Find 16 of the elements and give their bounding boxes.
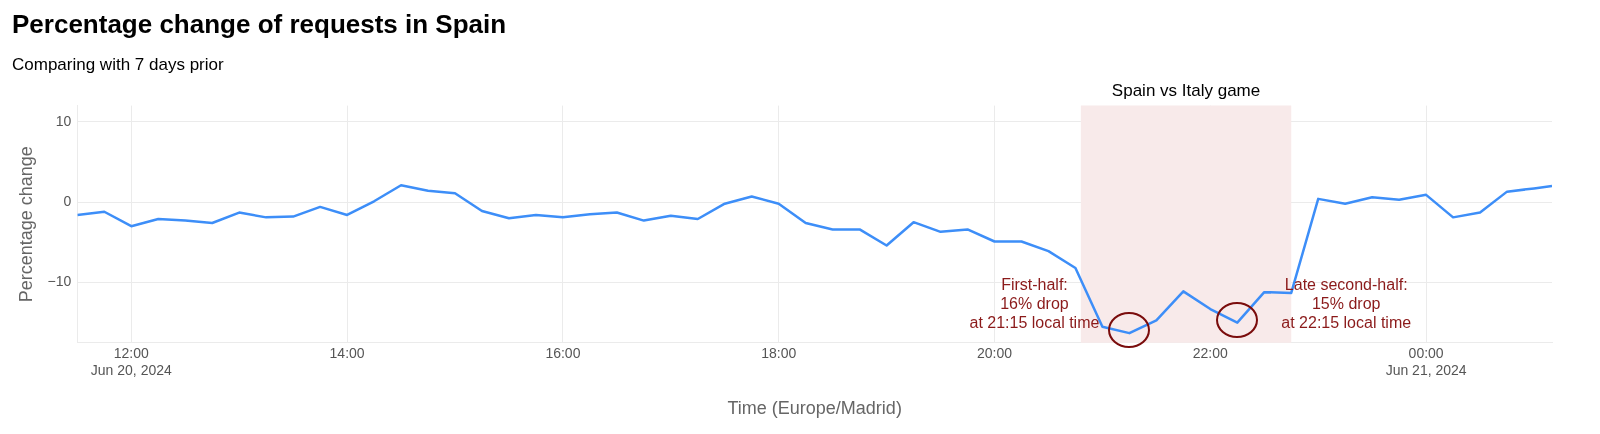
chart-subtitle: Comparing with 7 days prior <box>12 55 224 75</box>
y-tick-label: −10 <box>47 273 72 290</box>
y-tick-label: 0 <box>63 192 72 209</box>
x-tick-label: 00:00 Jun 21, 2024 <box>1385 345 1467 378</box>
chart-title: Percentage change of requests in Spain <box>12 8 507 39</box>
x-tick-label: 18:00 <box>761 345 797 362</box>
x-tick-label: 16:00 <box>545 345 581 362</box>
x-tick-label: 22:00 <box>1192 345 1229 362</box>
x-tick-label: 14:00 <box>329 345 365 362</box>
x-axis-title: Time (Europe/Madrid) <box>727 398 902 419</box>
y-axis-title: Percentage change <box>15 146 36 303</box>
annotation: First-half: 16% drop at 21:15 local time <box>969 276 1100 332</box>
y-tick-label: 10 <box>55 112 72 129</box>
band-label: Spain vs Italy game <box>1111 80 1261 100</box>
x-tick-label: 12:00 Jun 20, 2024 <box>90 345 172 378</box>
x-tick-label: 20:00 <box>976 345 1013 362</box>
